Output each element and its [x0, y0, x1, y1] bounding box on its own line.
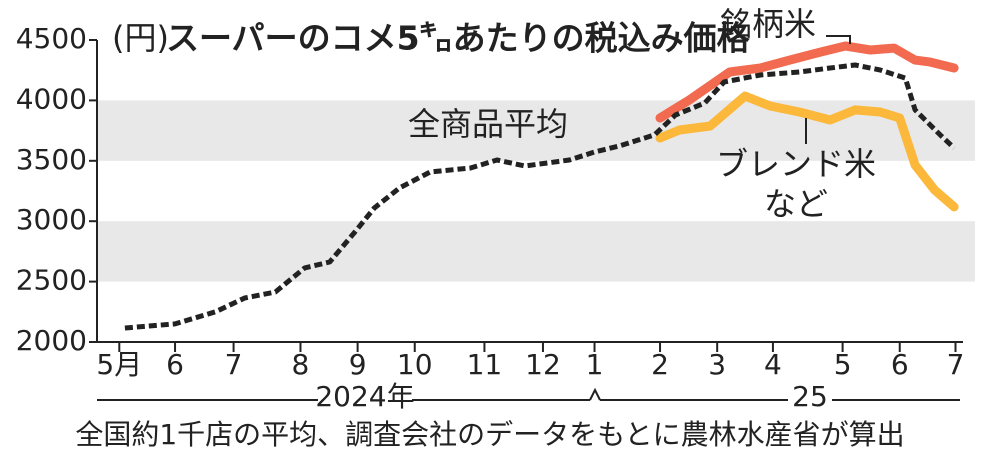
- series-line: [655, 41, 959, 123]
- series-line: [655, 91, 959, 212]
- x-tick-label: 8: [292, 348, 310, 381]
- y-tick-label: 2500: [16, 264, 87, 297]
- x-tick-label: 1: [586, 348, 604, 381]
- x-tick-label: 12: [525, 348, 561, 381]
- series-label: 銘柄米: [720, 5, 816, 43]
- x-tick-label: 10: [397, 348, 433, 381]
- x-tick-label: 5: [834, 348, 852, 381]
- y-tick-label: 4000: [16, 82, 87, 115]
- x-tick-label: 6: [166, 348, 184, 381]
- x-tick-label: 7: [225, 348, 243, 381]
- y-tick-label: 2000: [16, 324, 87, 357]
- x-tick-label: 9: [349, 348, 367, 381]
- year-label: 2024年: [315, 380, 414, 413]
- y-tick-label: 3000: [16, 203, 87, 236]
- callout: [826, 35, 851, 44]
- year-label: 25: [792, 380, 828, 413]
- y-unit: (円): [112, 19, 169, 57]
- note: 全国約1千店の平均、調査会社のデータをもとに農林水産省が算出: [75, 418, 904, 451]
- x-tick-label: 3: [708, 348, 726, 381]
- y-tick-label: 3500: [16, 143, 87, 176]
- year-axis: [97, 387, 960, 401]
- series-line: [124, 62, 956, 331]
- chart-title: スーパーのコメ5㌔あたりの税込み価格: [166, 19, 751, 58]
- grid-band: [97, 221, 975, 282]
- grid-band: [97, 100, 975, 161]
- x-tick-label: 2: [651, 348, 669, 381]
- y-tick-label: 4500: [16, 22, 87, 55]
- x-tick-label: 11: [467, 348, 503, 381]
- series-label: ブレンド米など: [715, 145, 876, 223]
- x-tick-label: 7: [947, 348, 965, 381]
- series-label: 全商品平均: [408, 105, 568, 143]
- x-tick-label: 6: [891, 348, 909, 381]
- x-tick-label: 4: [764, 348, 782, 381]
- x-tick-label: 5月: [96, 348, 142, 381]
